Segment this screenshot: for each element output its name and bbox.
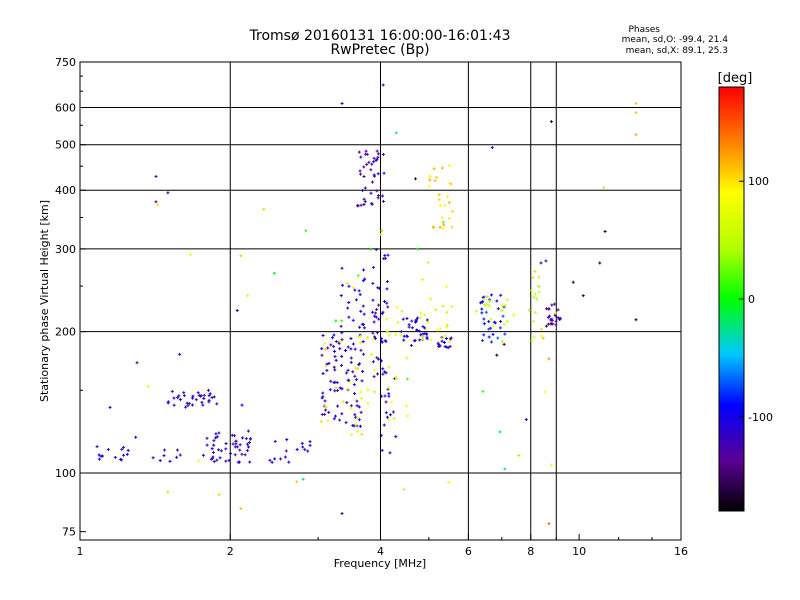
y-tick-label: 400 xyxy=(55,184,76,197)
colorbar-tick-label: 100 xyxy=(748,175,769,188)
y-tick-label: 300 xyxy=(55,243,76,256)
x-tick-label: 16 xyxy=(674,545,688,558)
y-tick-label: 600 xyxy=(55,102,76,115)
y-tick-label: 100 xyxy=(55,467,76,480)
phases-mean-o: mean, sd,O: -99.4, 21.4 xyxy=(622,35,729,45)
x-tick-label: 8 xyxy=(527,545,534,558)
x-axis-label: Frequency [MHz] xyxy=(334,557,426,570)
chart-title: Tromsø 20160131 16:00:00-16:01:43 xyxy=(249,28,511,44)
x-tick-label: 2 xyxy=(227,545,234,558)
y-tick-label: 200 xyxy=(55,326,76,339)
grid xyxy=(80,62,681,540)
x-ticks: 1 2 4 6 8 10 16 xyxy=(77,534,688,558)
colorbar-tick-label: 0 xyxy=(748,293,755,306)
colorbar-ticks: 100 0 -100 xyxy=(739,175,773,424)
x-tick-label: 6 xyxy=(465,545,472,558)
y-ticks: 75 100 200 300 400 500 600 750 xyxy=(55,56,86,539)
y-tick-label: 500 xyxy=(55,139,76,152)
x-tick-label: 10 xyxy=(572,545,586,558)
y-tick-label: 750 xyxy=(55,56,76,69)
y-tick-label: 75 xyxy=(62,526,76,539)
x-tick-label: 4 xyxy=(377,545,384,558)
phases-mean-x: mean, sd,X: 89.1, 25.3 xyxy=(626,46,728,56)
data-points xyxy=(95,83,638,526)
phases-title: Phases xyxy=(628,25,660,35)
y-axis-label: Stationary phase Virtual Height [km] xyxy=(38,200,51,402)
colorbar-tick-label: -100 xyxy=(748,411,773,424)
colorbar-unit: [deg] xyxy=(718,71,753,86)
chart-subtitle: RwPretec (Bp) xyxy=(330,42,429,58)
x-tick-label: 1 xyxy=(77,545,84,558)
